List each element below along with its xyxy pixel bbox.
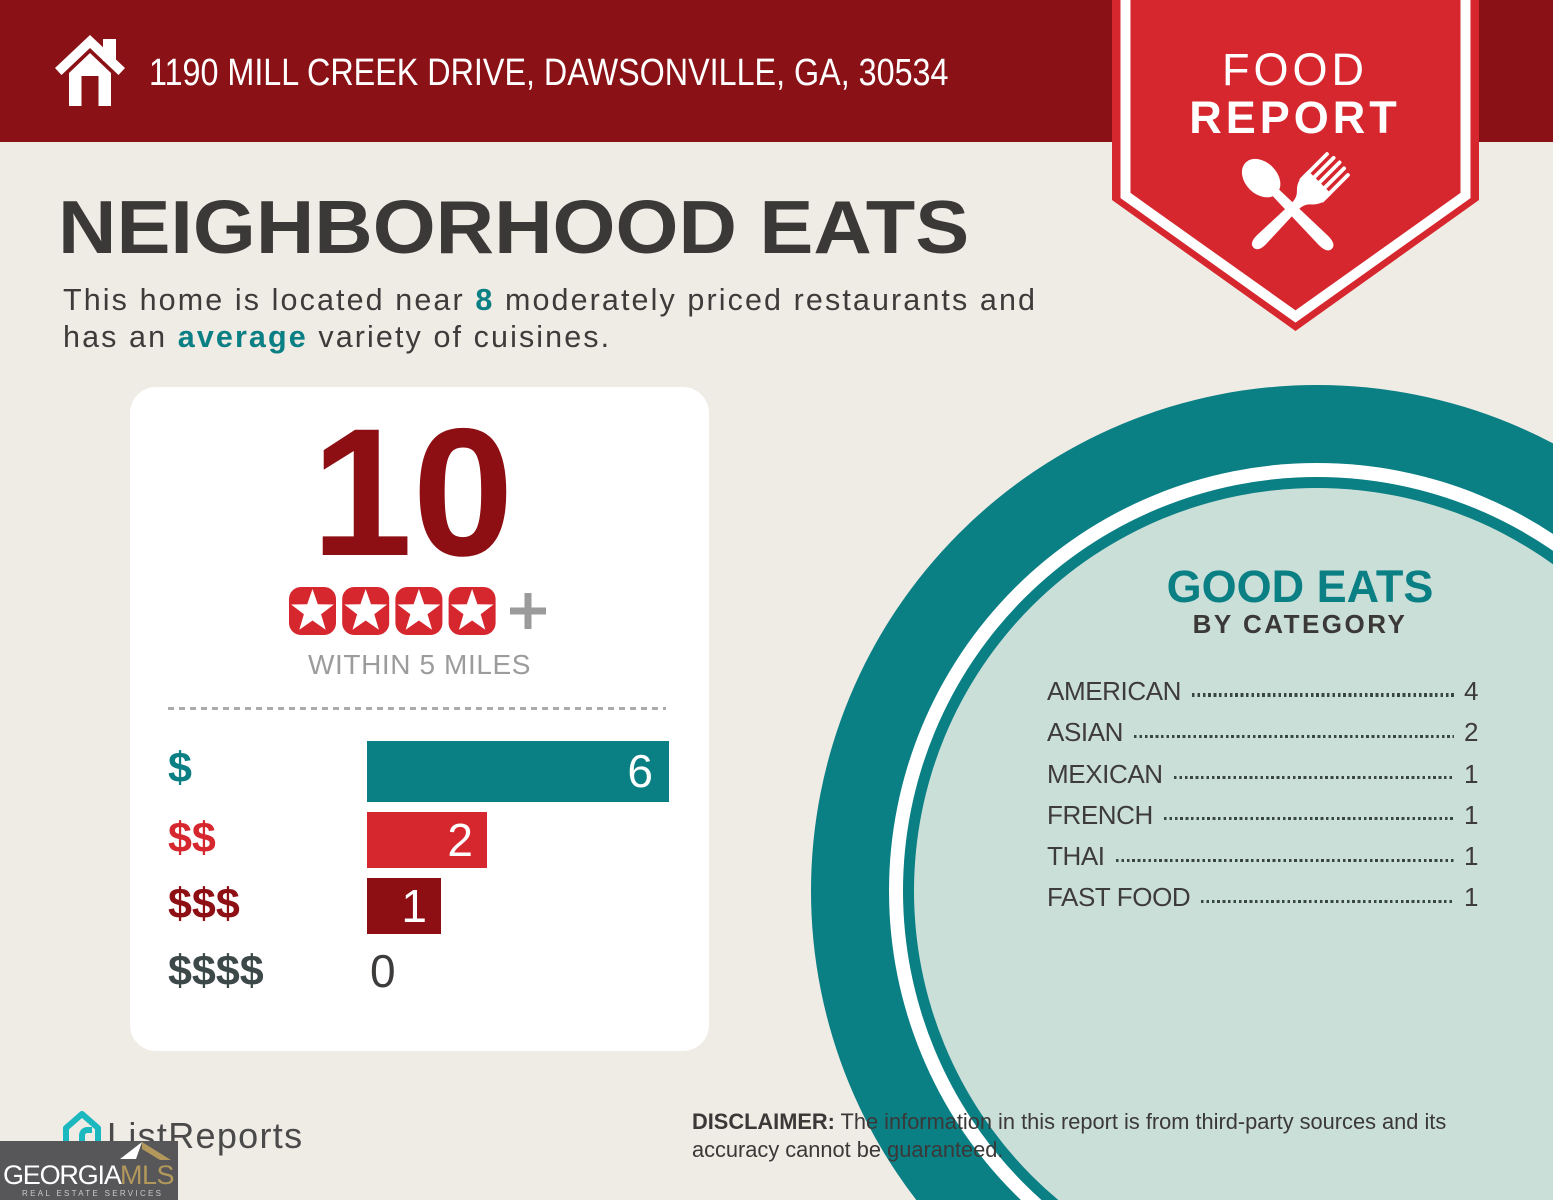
svg-text:FOOD: FOOD bbox=[1222, 44, 1368, 95]
svg-text:MLS: MLS bbox=[120, 1160, 174, 1190]
svg-text:REAL ESTATE SERVICES: REAL ESTATE SERVICES bbox=[22, 1189, 163, 1198]
svg-text:REPORT: REPORT bbox=[1189, 92, 1401, 143]
svg-text:GEORGIA: GEORGIA bbox=[3, 1160, 122, 1190]
